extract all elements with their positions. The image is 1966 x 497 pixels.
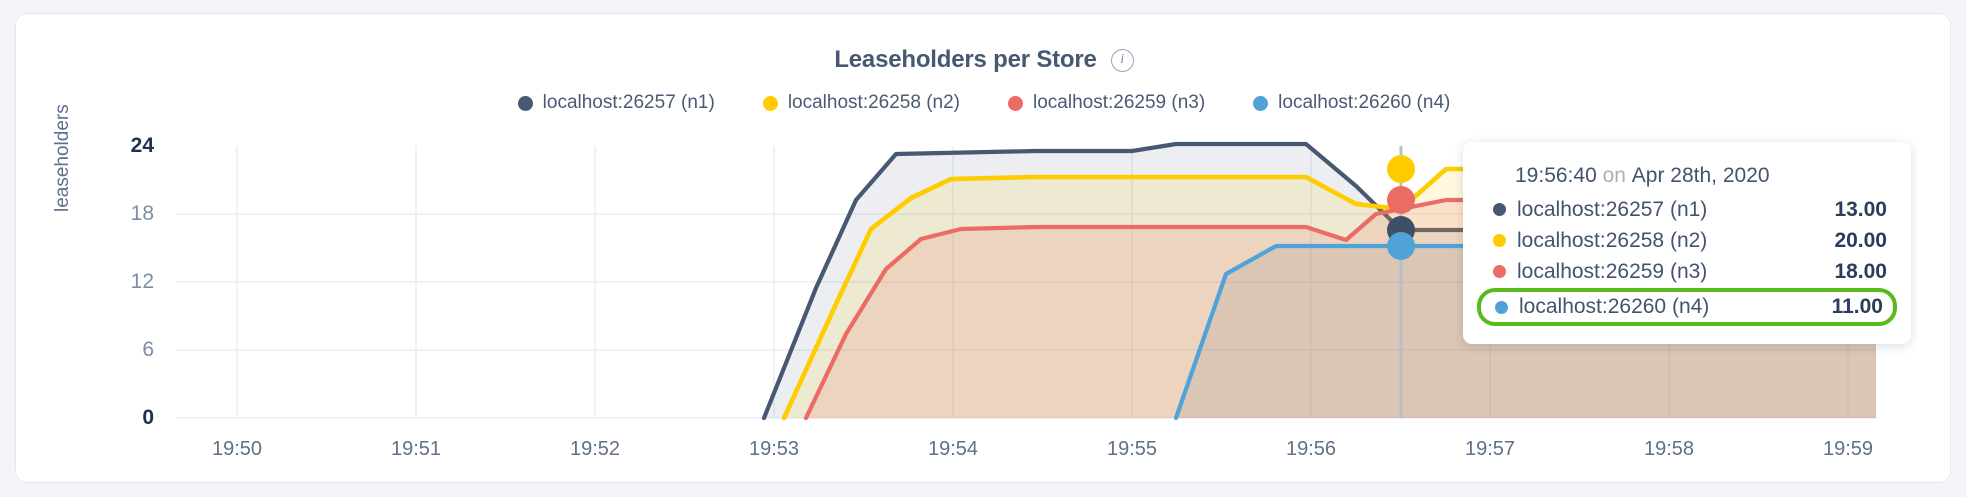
tooltip-value-n4: 11.00 bbox=[1831, 295, 1883, 318]
y-axis-ticks: 24 18 12 6 0 bbox=[74, 14, 154, 484]
x-tick-8: 19:58 bbox=[1643, 438, 1695, 460]
legend-item-n1[interactable]: localhost:26257 (n1) bbox=[517, 92, 715, 114]
x-tick-2: 19:52 bbox=[569, 438, 621, 460]
legend-label-n4: localhost:26260 (n4) bbox=[1278, 92, 1451, 113]
x-tick-7: 19:57 bbox=[1464, 438, 1516, 460]
x-tick-1: 19:51 bbox=[390, 438, 442, 460]
legend-item-n3[interactable]: localhost:26259 (n3) bbox=[1008, 92, 1205, 114]
legend-swatch-n4 bbox=[1253, 95, 1269, 111]
tooltip-value-n2: 20.00 bbox=[1834, 228, 1887, 252]
y-tick-0: 0 bbox=[142, 406, 154, 429]
chart-tooltip: 19:56:40 on Apr 28th, 2020 localhost:262… bbox=[1463, 142, 1911, 344]
tooltip-swatch-n4 bbox=[1495, 300, 1508, 314]
series-area-n1 bbox=[764, 144, 1876, 418]
info-icon[interactable]: i bbox=[1110, 48, 1134, 72]
chart-header: Leaseholders per Store i bbox=[16, 46, 1952, 74]
cursor-marker-n4 bbox=[1387, 232, 1415, 260]
tooltip-row-n4-highlighted: localhost:26260 (n4) 11.00 bbox=[1477, 288, 1897, 326]
tooltip-label-n1: localhost:26257 (n1) bbox=[1517, 197, 1708, 221]
y-tick-18: 18 bbox=[130, 202, 154, 225]
series-line-n2 bbox=[781, 166, 1876, 421]
tooltip-swatch-n1 bbox=[1493, 203, 1506, 216]
series-line-n3 bbox=[803, 197, 1876, 421]
legend-label-n1: localhost:26257 (n1) bbox=[542, 92, 715, 113]
cursor-marker-n2 bbox=[1387, 155, 1415, 183]
tooltip-label-n2: localhost:26258 (n2) bbox=[1517, 228, 1708, 252]
series-line-n1 bbox=[761, 141, 1876, 421]
legend-swatch-n2 bbox=[762, 95, 778, 111]
tooltip-value-n3: 18.00 bbox=[1834, 259, 1887, 283]
cursor-marker-n3 bbox=[1387, 186, 1415, 214]
x-tick-3: 19:53 bbox=[748, 438, 800, 460]
tooltip-row-n3: localhost:26259 (n3) 18.00 bbox=[1487, 256, 1887, 287]
x-tick-6: 19:56 bbox=[1285, 438, 1337, 460]
tooltip-time-value: 19:56:40 bbox=[1515, 164, 1597, 187]
tooltip-timestamp: 19:56:40 on Apr 28th, 2020 bbox=[1515, 164, 1887, 188]
tooltip-value-n1: 13.00 bbox=[1834, 197, 1887, 221]
tooltip-swatch-n2 bbox=[1493, 234, 1506, 247]
tooltip-row-n1: localhost:26257 (n1) 13.00 bbox=[1487, 194, 1887, 225]
x-tick-0: 19:50 bbox=[211, 438, 263, 460]
chart-plot-area[interactable]: leaseholders 24 18 12 6 0 bbox=[16, 14, 1952, 484]
chart-legend: localhost:26257 (n1) localhost:26258 (n2… bbox=[16, 92, 1952, 114]
x-tick-5: 19:55 bbox=[1106, 438, 1158, 460]
x-tick-4: 19:54 bbox=[927, 438, 979, 460]
legend-swatch-n3 bbox=[1008, 95, 1023, 111]
legend-label-n3: localhost:26259 (n3) bbox=[1033, 92, 1206, 113]
legend-item-n2[interactable]: localhost:26258 (n2) bbox=[762, 92, 960, 114]
tooltip-on-word: on bbox=[1602, 164, 1626, 187]
tooltip-date-value: Apr 28th, 2020 bbox=[1631, 164, 1770, 187]
chart-card: Leaseholders per Store i localhost:26257… bbox=[15, 13, 1951, 483]
page-title: Leaseholders per Store bbox=[834, 46, 1097, 73]
y-tick-12: 12 bbox=[130, 270, 154, 293]
tooltip-swatch-n3 bbox=[1493, 265, 1506, 278]
y-tick-24: 24 bbox=[130, 134, 154, 157]
legend-swatch-n1 bbox=[517, 95, 533, 111]
tooltip-label-n4: localhost:26260 (n4) bbox=[1519, 295, 1710, 318]
tooltip-label-n3: localhost:26259 (n3) bbox=[1517, 259, 1708, 283]
legend-item-n4[interactable]: localhost:26260 (n4) bbox=[1253, 92, 1450, 114]
tooltip-row-n2: localhost:26258 (n2) 20.00 bbox=[1487, 225, 1887, 256]
x-tick-9: 19:59 bbox=[1822, 438, 1874, 460]
legend-label-n2: localhost:26258 (n2) bbox=[787, 92, 960, 113]
y-tick-6: 6 bbox=[142, 338, 154, 361]
